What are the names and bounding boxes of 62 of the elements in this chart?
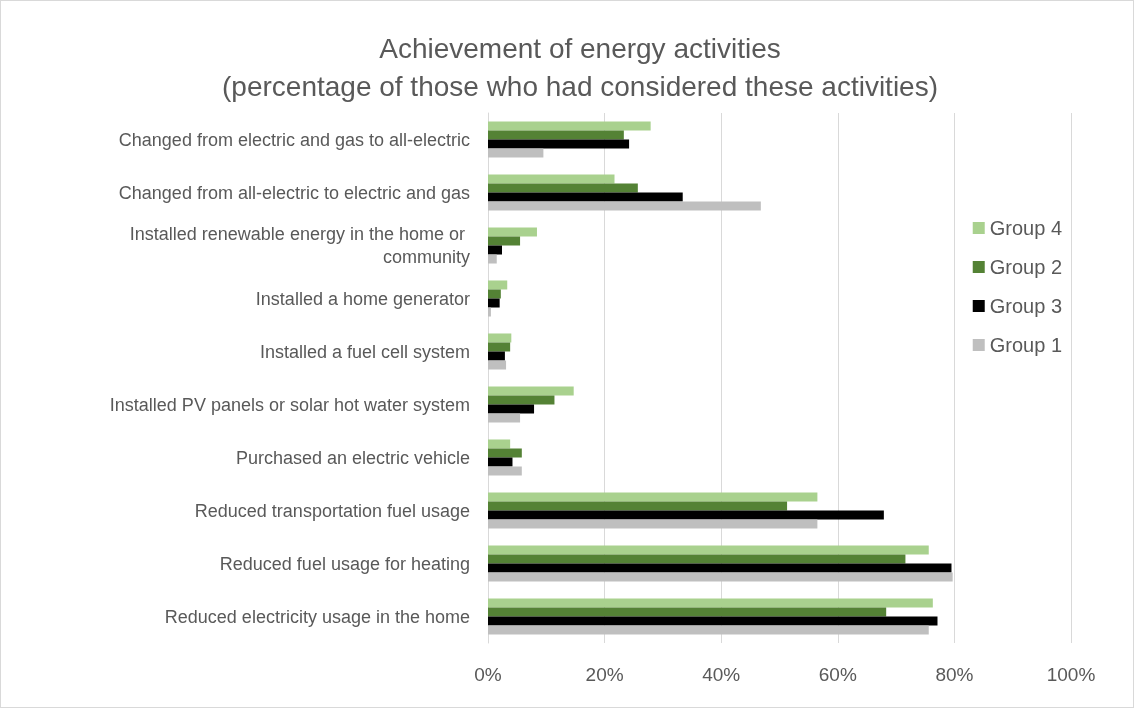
bar <box>488 510 884 520</box>
chart-title: Achievement of energy activities <box>379 32 781 64</box>
x-tick-label: 80% <box>935 664 974 685</box>
bar <box>488 121 651 131</box>
bar <box>488 563 952 573</box>
legend-label: Group 3 <box>989 295 1062 317</box>
y-tick-label: Installed a home generator <box>255 288 470 309</box>
chart-subtitle: (percentage of those who had considered these activities) <box>222 70 938 102</box>
y-tick-label: Installed a fuel cell system <box>259 341 470 362</box>
bar <box>488 201 761 211</box>
bar <box>488 598 933 608</box>
y-tick-label: Reduced fuel usage for heating <box>219 553 470 574</box>
bar <box>488 519 818 529</box>
bar <box>488 395 555 405</box>
bar <box>488 254 497 264</box>
bar <box>488 227 537 237</box>
bar <box>488 492 818 502</box>
bar <box>488 245 502 255</box>
legend-label: Group 4 <box>989 217 1062 239</box>
bar <box>488 236 521 246</box>
x-tick-label: 60% <box>818 664 857 685</box>
x-tick-label: 20% <box>585 664 624 685</box>
bar <box>488 554 906 564</box>
bar <box>488 130 624 140</box>
bar <box>488 148 544 158</box>
bar <box>488 607 887 617</box>
bar <box>488 386 574 396</box>
x-tick-label: 100% <box>1046 664 1096 685</box>
bar <box>488 572 953 582</box>
bar <box>488 342 511 352</box>
y-tick-label: Reduced transportation fuel usage <box>194 500 470 521</box>
bar <box>488 351 505 361</box>
bar <box>488 280 508 290</box>
x-tick-label: 40% <box>702 664 741 685</box>
bar <box>488 360 507 370</box>
bar <box>488 404 535 414</box>
y-tick-label: Installed renewable energy in the home or community <box>129 224 470 267</box>
y-tick-label: Changed from all-electric to electric and gas <box>118 182 470 203</box>
bar <box>488 174 615 184</box>
bar <box>488 439 511 449</box>
y-tick-label: Purchased an electric vehicle <box>235 447 470 468</box>
x-tick-label: 0% <box>474 664 502 685</box>
y-tick-label: Installed PV panels or solar hot water system <box>109 394 470 415</box>
bar <box>488 289 501 299</box>
legend-label: Group 2 <box>989 256 1062 278</box>
bar <box>488 183 638 193</box>
bar <box>488 307 491 317</box>
bar <box>488 616 938 626</box>
bar <box>488 139 630 149</box>
bar <box>488 333 512 343</box>
bar <box>488 192 683 202</box>
y-tick-label: Reduced electricity usage in the home <box>164 606 470 627</box>
y-tick-label: Changed from electric and gas to all-electric <box>118 129 470 150</box>
bar <box>488 298 500 308</box>
bar <box>488 545 929 555</box>
bar <box>488 457 513 467</box>
bar <box>488 466 522 476</box>
bar <box>488 625 929 635</box>
bar <box>488 448 522 458</box>
bar <box>488 501 788 511</box>
bar <box>488 413 521 423</box>
legend-label: Group 1 <box>989 334 1062 356</box>
